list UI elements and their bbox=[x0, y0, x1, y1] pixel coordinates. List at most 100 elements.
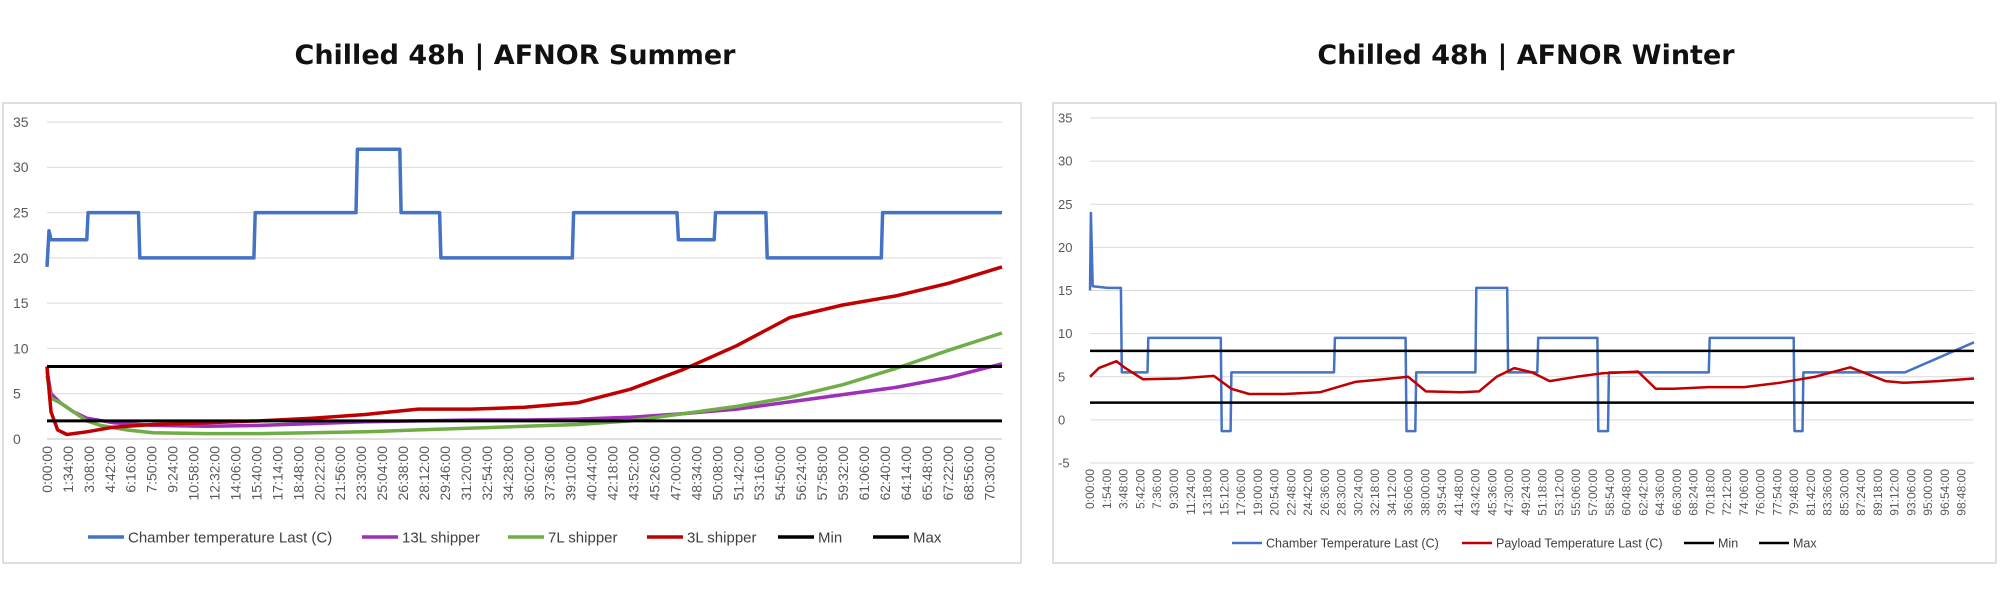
winter-legend-label-payload-temperature-last-c: Payload Temperature Last (C) bbox=[1496, 536, 1663, 550]
winter-y-tick-label: 25 bbox=[1058, 197, 1072, 212]
winter-x-tick-label: 76:00:00 bbox=[1754, 469, 1768, 516]
winter-x-tick-label: 39:54:00 bbox=[1435, 469, 1449, 516]
winter-x-tick-label: 20:54:00 bbox=[1268, 469, 1282, 516]
winter-x-tick-label: 53:12:00 bbox=[1552, 469, 1566, 516]
summer-y-tick-label: 15 bbox=[13, 295, 29, 311]
winter-x-tick-label: 47:30:00 bbox=[1502, 469, 1516, 516]
winter-x-tick-label: 98:48:00 bbox=[1955, 469, 1969, 516]
winter-x-tick-label: 15:12:00 bbox=[1217, 469, 1231, 516]
winter-x-tick-label: 70:18:00 bbox=[1703, 469, 1717, 516]
winter-legend-label-min: Min bbox=[1718, 536, 1738, 550]
chart-title-summer: Chilled 48h | AFNOR Summer bbox=[294, 40, 736, 71]
winter-x-tick-label: 45:36:00 bbox=[1485, 469, 1499, 516]
winter-x-tick-label: 19:00:00 bbox=[1251, 469, 1265, 516]
winter-x-tick-label: 64:36:00 bbox=[1653, 469, 1667, 516]
summer-x-tick-label: 42:18:00 bbox=[605, 446, 621, 501]
winter-y-tick-label: 5 bbox=[1058, 369, 1065, 384]
winter-x-tick-label: 41:48:00 bbox=[1452, 469, 1466, 516]
winter-x-tick-label: 34:12:00 bbox=[1385, 469, 1399, 516]
summer-x-tick-label: 23:30:00 bbox=[353, 446, 369, 501]
summer-x-tick-label: 64:14:00 bbox=[898, 446, 914, 501]
winter-x-tick-label: 60:48:00 bbox=[1620, 469, 1634, 516]
summer-x-tick-label: 54:50:00 bbox=[772, 446, 788, 501]
winter-x-tick-label: 74:06:00 bbox=[1737, 469, 1751, 516]
summer-x-tick-label: 53:16:00 bbox=[751, 446, 767, 501]
winter-x-tick-label: 77:54:00 bbox=[1770, 469, 1784, 516]
summer-x-tick-label: 3:08:00 bbox=[81, 446, 97, 493]
summer-x-tick-label: 10:58:00 bbox=[186, 446, 202, 501]
summer-y-tick-label: 25 bbox=[13, 204, 29, 220]
summer-x-tick-label: 50:08:00 bbox=[709, 446, 725, 501]
summer-x-tick-label: 56:24:00 bbox=[793, 446, 809, 501]
summer-x-tick-label: 45:26:00 bbox=[646, 446, 662, 501]
summer-x-tick-label: 70:30:00 bbox=[982, 446, 998, 501]
winter-x-tick-label: 91:12:00 bbox=[1888, 469, 1902, 516]
summer-x-tick-label: 31:20:00 bbox=[458, 446, 474, 501]
summer-legend-label-min: Min bbox=[818, 529, 842, 546]
winter-x-tick-label: 93:06:00 bbox=[1904, 469, 1918, 516]
summer-x-tick-label: 37:36:00 bbox=[542, 446, 558, 501]
winter-x-tick-label: 58:54:00 bbox=[1603, 469, 1617, 516]
summer-x-tick-label: 59:32:00 bbox=[835, 446, 851, 501]
summer-legend-label-max: Max bbox=[913, 529, 942, 546]
winter-legend-label-max: Max bbox=[1793, 536, 1817, 550]
winter-x-tick-label: 51:18:00 bbox=[1536, 469, 1550, 516]
winter-x-tick-label: 49:24:00 bbox=[1519, 469, 1533, 516]
summer-series-3l-shipper bbox=[45, 265, 1003, 437]
winter-y-tick-label: 0 bbox=[1058, 412, 1065, 427]
winter-x-tick-label: 17:06:00 bbox=[1234, 469, 1248, 516]
winter-x-tick-label: 95:00:00 bbox=[1921, 469, 1935, 516]
winter-chart: -5 0 5 10 15 20 25 30 35 0:00:00 1:54:00 3:48:00 5:4… bbox=[1052, 102, 1997, 564]
winter-series-payload-temperature-last-c bbox=[1089, 359, 1975, 396]
summer-x-tick-label: 9:24:00 bbox=[165, 446, 181, 493]
summer-plot-frame bbox=[2, 102, 1022, 564]
winter-x-tick-label: 7:36:00 bbox=[1150, 469, 1164, 509]
winter-x-tick-label: 38:00:00 bbox=[1418, 469, 1432, 516]
winter-x-tick-label: 3:48:00 bbox=[1117, 469, 1131, 509]
winter-x-tick-label: 9:30:00 bbox=[1167, 469, 1181, 509]
summer-x-tick-label: 48:34:00 bbox=[688, 446, 704, 501]
summer-x-tick-label: 18:48:00 bbox=[290, 446, 306, 501]
winter-x-tick-label: 36:06:00 bbox=[1402, 469, 1416, 516]
winter-y-tick-label: 30 bbox=[1058, 154, 1072, 169]
summer-x-tick-label: 28:12:00 bbox=[416, 446, 432, 501]
winter-x-tick-label: 0:00:00 bbox=[1083, 469, 1097, 509]
winter-x-tick-label: 62:42:00 bbox=[1636, 469, 1650, 516]
summer-x-tick-label: 34:28:00 bbox=[500, 446, 516, 501]
summer-x-tick-label: 57:58:00 bbox=[814, 446, 830, 501]
winter-x-tick-label: 43:42:00 bbox=[1469, 469, 1483, 516]
summer-x-tick-label: 21:56:00 bbox=[332, 446, 348, 501]
winter-x-tick-label: 55:06:00 bbox=[1569, 469, 1583, 516]
winter-x-tick-label: 5:42:00 bbox=[1133, 469, 1147, 509]
chart-title-winter: Chilled 48h | AFNOR Winter bbox=[1317, 40, 1735, 71]
summer-y-tick-label: 30 bbox=[13, 159, 29, 175]
summer-x-tick-label: 39:10:00 bbox=[563, 446, 579, 501]
winter-x-tick-label: 57:00:00 bbox=[1586, 469, 1600, 516]
winter-x-tick-label: 89:18:00 bbox=[1871, 469, 1885, 516]
summer-x-tick-label: 6:16:00 bbox=[123, 446, 139, 493]
summer-y-tick-label: 0 bbox=[13, 431, 21, 447]
winter-x-tick-label: 11:24:00 bbox=[1184, 469, 1198, 515]
summer-x-tick-label: 36:02:00 bbox=[521, 446, 537, 501]
summer-series-7l-shipper bbox=[45, 331, 1003, 436]
winter-legend-label-chamber-temperature-last-c: Chamber Temperature Last (C) bbox=[1266, 536, 1439, 550]
summer-x-tick-label: 43:52:00 bbox=[626, 446, 642, 501]
winter-series-chamber-temperature-last-c bbox=[1088, 211, 1975, 433]
summer-x-tick-label: 47:00:00 bbox=[667, 446, 683, 501]
winter-x-tick-label: 66:30:00 bbox=[1670, 469, 1684, 516]
winter-x-tick-label: 22:48:00 bbox=[1284, 469, 1298, 516]
winter-y-tick-label: -5 bbox=[1058, 456, 1070, 471]
summer-x-tick-label: 26:38:00 bbox=[395, 446, 411, 501]
summer-legend-label-13l-shipper: 13L shipper bbox=[402, 529, 480, 546]
summer-x-tick-label: 14:06:00 bbox=[227, 446, 243, 501]
winter-x-tick-label: 1:54:00 bbox=[1100, 469, 1114, 509]
winter-x-tick-label: 68:24:00 bbox=[1687, 469, 1701, 516]
summer-x-tick-label: 0:00:00 bbox=[39, 446, 55, 493]
summer-legend-label-chamber-temperature-last-c: Chamber temperature Last (C) bbox=[128, 529, 332, 546]
winter-y-tick-label: 10 bbox=[1058, 326, 1072, 341]
winter-plot-frame bbox=[1052, 102, 1997, 564]
winter-x-tick-label: 79:48:00 bbox=[1787, 469, 1801, 516]
winter-x-tick-label: 83:36:00 bbox=[1821, 469, 1835, 516]
winter-x-tick-label: 26:36:00 bbox=[1318, 469, 1332, 516]
winter-x-tick-label: 85:30:00 bbox=[1837, 469, 1851, 516]
